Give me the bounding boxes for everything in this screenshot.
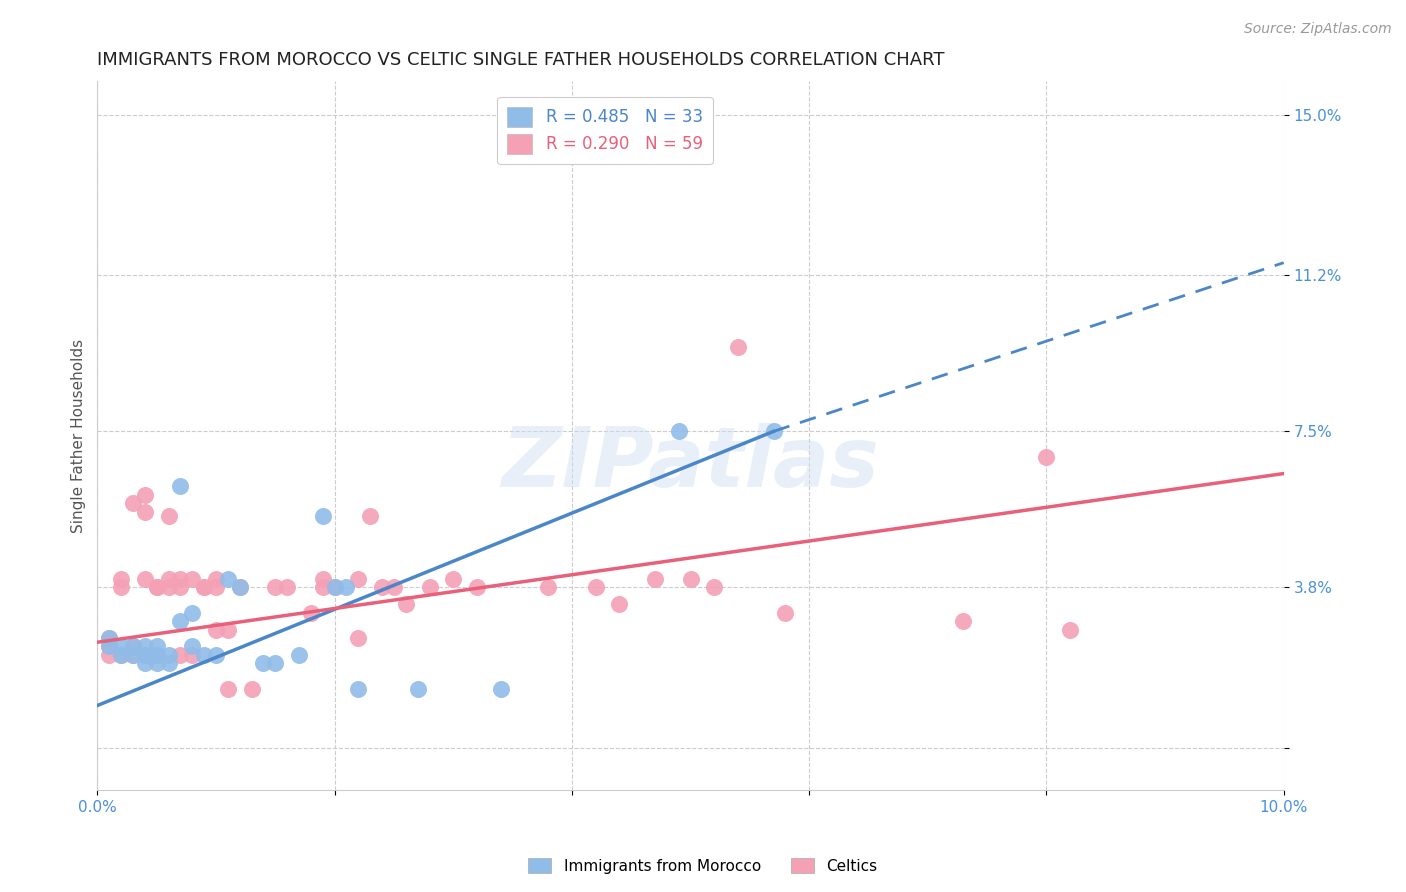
Point xyxy=(145,640,167,654)
Point xyxy=(312,572,335,586)
Point xyxy=(205,623,228,637)
Point xyxy=(252,657,274,671)
Point xyxy=(264,657,287,671)
Point xyxy=(193,648,215,662)
Point xyxy=(703,581,725,595)
Point xyxy=(312,508,335,523)
Point xyxy=(145,581,167,595)
Point xyxy=(537,581,560,595)
Point xyxy=(98,640,121,654)
Point xyxy=(134,504,156,518)
Point xyxy=(98,631,121,645)
Point xyxy=(157,648,180,662)
Point xyxy=(489,681,512,696)
Point xyxy=(181,648,204,662)
Point xyxy=(395,597,418,611)
Point xyxy=(205,648,228,662)
Point xyxy=(323,581,346,595)
Point xyxy=(264,581,287,595)
Point xyxy=(205,572,228,586)
Point xyxy=(181,640,204,654)
Point xyxy=(122,496,145,510)
Point xyxy=(193,581,215,595)
Point xyxy=(644,572,666,586)
Point xyxy=(371,581,394,595)
Point xyxy=(181,606,204,620)
Point xyxy=(465,581,488,595)
Point xyxy=(762,425,785,439)
Point xyxy=(181,572,204,586)
Point xyxy=(585,581,607,595)
Point xyxy=(110,648,132,662)
Point xyxy=(98,631,121,645)
Point xyxy=(679,572,702,586)
Point xyxy=(228,581,250,595)
Point xyxy=(952,614,974,628)
Point xyxy=(441,572,464,586)
Point xyxy=(145,648,167,662)
Y-axis label: Single Father Households: Single Father Households xyxy=(72,339,86,533)
Point xyxy=(228,581,250,595)
Point xyxy=(98,640,121,654)
Point xyxy=(98,648,121,662)
Point xyxy=(312,581,335,595)
Point xyxy=(288,648,311,662)
Legend: R = 0.485   N = 33, R = 0.290   N = 59: R = 0.485 N = 33, R = 0.290 N = 59 xyxy=(498,96,713,164)
Point xyxy=(157,572,180,586)
Point xyxy=(122,640,145,654)
Point xyxy=(668,425,690,439)
Point xyxy=(727,340,749,354)
Point xyxy=(775,606,797,620)
Point xyxy=(134,648,156,662)
Point xyxy=(169,614,191,628)
Point xyxy=(607,597,630,611)
Point xyxy=(169,648,191,662)
Point xyxy=(217,572,239,586)
Point xyxy=(134,648,156,662)
Point xyxy=(110,640,132,654)
Point xyxy=(157,581,180,595)
Text: IMMIGRANTS FROM MOROCCO VS CELTIC SINGLE FATHER HOUSEHOLDS CORRELATION CHART: IMMIGRANTS FROM MOROCCO VS CELTIC SINGLE… xyxy=(97,51,945,69)
Point xyxy=(382,581,405,595)
Point xyxy=(157,657,180,671)
Point xyxy=(122,648,145,662)
Point xyxy=(323,581,346,595)
Point xyxy=(299,606,322,620)
Point xyxy=(145,657,167,671)
Point xyxy=(359,508,381,523)
Legend: Immigrants from Morocco, Celtics: Immigrants from Morocco, Celtics xyxy=(522,852,884,880)
Point xyxy=(169,572,191,586)
Text: Source: ZipAtlas.com: Source: ZipAtlas.com xyxy=(1244,22,1392,37)
Point xyxy=(347,681,370,696)
Point xyxy=(418,581,440,595)
Point xyxy=(122,640,145,654)
Point xyxy=(217,681,239,696)
Point xyxy=(134,488,156,502)
Point xyxy=(205,581,228,595)
Point xyxy=(217,623,239,637)
Text: ZIPatlas: ZIPatlas xyxy=(502,424,880,505)
Point xyxy=(134,657,156,671)
Point xyxy=(169,479,191,493)
Point xyxy=(145,581,167,595)
Point xyxy=(335,581,357,595)
Point xyxy=(1035,450,1057,464)
Point xyxy=(193,581,215,595)
Point xyxy=(145,648,167,662)
Point xyxy=(122,648,145,662)
Point xyxy=(157,508,180,523)
Point xyxy=(1059,623,1081,637)
Point xyxy=(240,681,263,696)
Point xyxy=(134,640,156,654)
Point xyxy=(406,681,429,696)
Point xyxy=(110,648,132,662)
Point xyxy=(347,572,370,586)
Point xyxy=(110,581,132,595)
Point xyxy=(276,581,298,595)
Point xyxy=(134,572,156,586)
Point xyxy=(110,572,132,586)
Point xyxy=(347,631,370,645)
Point xyxy=(169,581,191,595)
